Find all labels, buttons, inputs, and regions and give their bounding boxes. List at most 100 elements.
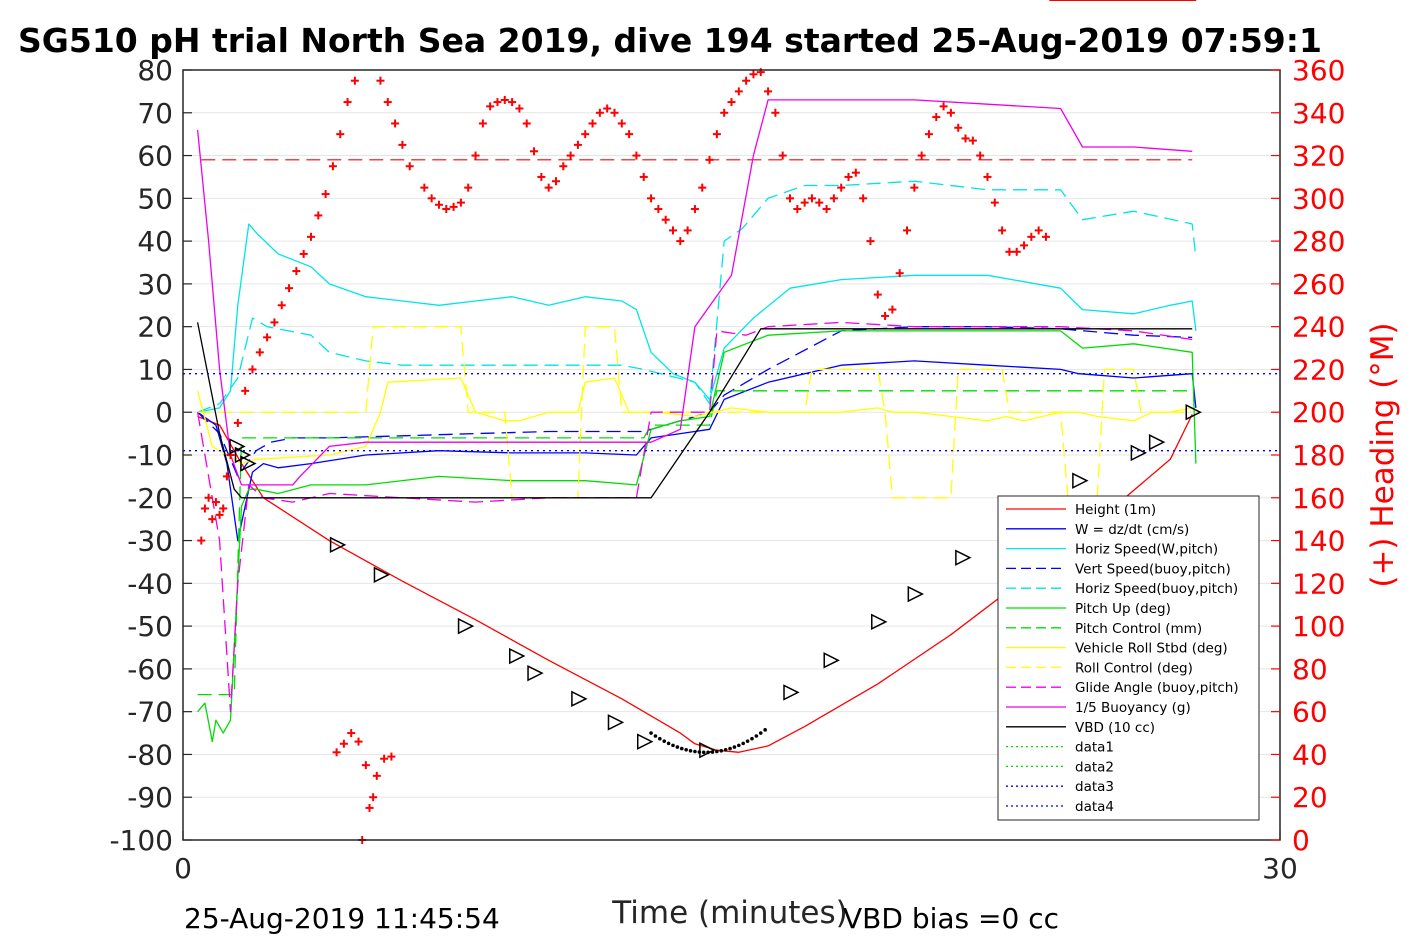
heading-point [676,237,685,246]
series-line-1 [197,360,1197,542]
legend-label: Horiz Speed(buoy,pitch) [1075,581,1238,597]
heading-point [851,168,860,177]
direction-marker [457,617,475,635]
apogee-dot [758,731,763,735]
apogee-dot [750,736,754,741]
heading-point [1027,232,1036,241]
series-line-5 [197,330,1197,743]
heading-point [306,232,315,241]
apogee-dot [728,746,732,751]
direction-marker [636,733,654,750]
apogee-dot [675,745,680,749]
heading-point [603,104,612,113]
legend-label: Vert Speed(buoy,pitch) [1075,561,1231,577]
heading-point [764,87,773,96]
left-y-tick-label: 80 [137,54,173,87]
heading-point [924,130,933,139]
right-y-tick-label: 300 [1292,182,1345,215]
heading-point [873,290,882,299]
legend-label: Height (1m) [1075,502,1156,518]
heading-point [990,198,999,207]
heading-point [285,284,294,293]
heading-point [932,113,941,122]
right-y-tick-label: 360 [1292,54,1345,87]
right-y-tick-label: 80 [1292,653,1328,686]
legend-entries: Height (1m) W = dz/dt (cm/s) Horiz Speed(W… [1006,502,1239,815]
heading-point [998,226,1007,235]
series-line-9 [196,321,1193,713]
left-y-tick-label: -70 [127,696,173,729]
apogee-dot [710,750,715,754]
right-y-tick-label: 260 [1292,268,1345,301]
heading-point [204,493,213,502]
heading-point [712,130,721,139]
heading-point [822,205,831,214]
heading-point [720,108,729,117]
left-y-tick-label: -60 [127,653,173,686]
heading-point [690,205,699,214]
apogee-dot [671,743,675,748]
heading-point [197,536,206,545]
apogee-dot [737,743,741,748]
heading-point [1041,232,1050,241]
heading-point [778,151,787,160]
heading-point [771,108,780,117]
heading-point [263,333,272,342]
left-y-tick-label: 60 [137,140,173,173]
legend-label: data4 [1075,799,1114,815]
heading-point [559,162,568,171]
apogee-dot [732,745,737,749]
heading-point [793,205,802,214]
heading-point [339,739,348,748]
heading-point [1005,247,1014,256]
heading-point [248,365,257,374]
right-y-tick-label: 320 [1292,140,1345,173]
direction-marker [229,438,246,455]
direction-marker [373,566,391,583]
x-axis: 0 30 [174,831,1298,885]
heading-point [314,211,323,220]
apogee-dot [754,734,759,738]
direction-marker [607,714,625,731]
apogee-dot [684,748,688,752]
legend-label: Roll Control (deg) [1075,660,1193,676]
heading-point [903,226,912,235]
heading-point [800,198,809,207]
left-y-tick-label: 0 [155,396,173,429]
heading-point [888,305,897,314]
left-y-tick-label: 70 [137,97,173,130]
left-y-tick-label: -30 [127,525,173,558]
heading-point [961,134,970,143]
apogee-dot [649,731,653,735]
apogee-dot [741,741,746,746]
heading-point [387,752,396,761]
legend-label: Horiz Speed(W,pitch) [1075,542,1218,558]
right-y-tick-label: 220 [1292,353,1345,386]
apogee-dot [697,750,702,754]
heading-point [493,98,502,107]
left-y-tick-label: -50 [127,610,173,643]
heading-point [354,737,363,746]
heading-point [815,198,824,207]
apogee-dot [745,739,750,743]
heading-point [478,119,487,128]
apogee-dot [653,734,658,738]
legend-label: Glide Angle (buoy,pitch) [1075,680,1239,696]
legend-label: data3 [1075,779,1114,795]
heading-point [372,771,381,780]
direction-marker [699,741,716,759]
heading-point [405,162,414,171]
heading-point [647,194,656,203]
heading-point [639,172,648,181]
heading-point [807,194,816,203]
legend-label: data1 [1075,740,1114,756]
left-y-tick-label: 10 [137,353,173,386]
heading-point [299,249,308,258]
heading-point [464,183,473,192]
x-tick-label: 30 [1262,852,1298,885]
heading-point [208,515,217,524]
left-y-tick-label: 30 [137,268,173,301]
heading-point [983,172,992,181]
left-y-tick-label: -100 [109,824,173,857]
right-y-axis: 3603403203002802602402202001801601401201… [1271,54,1345,857]
